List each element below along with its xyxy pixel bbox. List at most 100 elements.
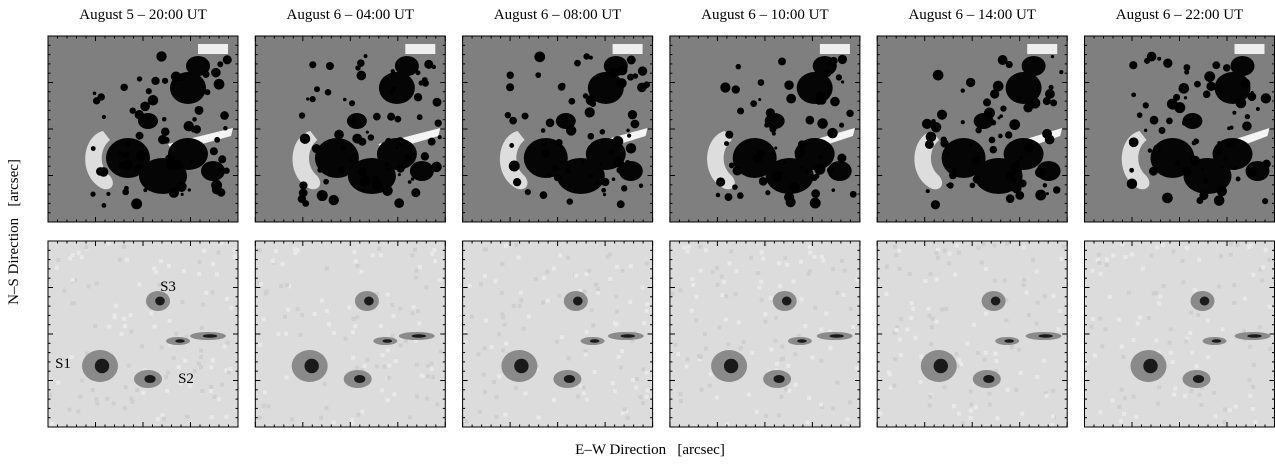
negative-fragment	[1045, 89, 1055, 99]
granulation	[776, 261, 781, 266]
negative-fragment	[1131, 92, 1137, 98]
granulation	[894, 328, 899, 333]
umbra	[364, 296, 374, 306]
negative-fragment	[367, 134, 375, 141]
continuum-panel	[47, 240, 239, 428]
granulation	[1147, 315, 1152, 320]
negative-fragment	[1050, 54, 1055, 59]
negative-fragment	[1220, 165, 1224, 169]
negative-fragment	[539, 191, 548, 199]
granulation	[1154, 290, 1159, 295]
negative-fragment	[588, 172, 593, 178]
granulation	[1247, 245, 1252, 250]
granulation	[694, 318, 699, 323]
granulation	[85, 351, 90, 356]
granulation	[181, 269, 186, 274]
granulation	[1111, 253, 1116, 258]
granulation	[733, 292, 738, 297]
granulation	[501, 315, 506, 320]
granulation	[95, 401, 100, 406]
granulation	[141, 390, 146, 395]
granulation	[331, 420, 336, 425]
granulation	[910, 306, 915, 311]
granulation	[107, 324, 112, 329]
negative-fragment	[771, 171, 782, 182]
negative-fragment	[512, 178, 522, 187]
granulation	[591, 323, 596, 328]
granulation	[1184, 339, 1189, 344]
granulation	[140, 344, 145, 349]
granulation	[759, 279, 764, 284]
negative-fragment	[1200, 167, 1205, 171]
granulation	[929, 325, 934, 330]
granulation	[1181, 280, 1186, 285]
granulation	[927, 403, 932, 408]
granulation	[355, 315, 360, 320]
granulation	[1242, 328, 1247, 333]
negative-fragment	[779, 170, 783, 174]
negative-fragment	[725, 130, 734, 139]
magnetogram-panel	[47, 35, 239, 223]
column-title: August 6 – 14:00 UT	[908, 7, 1036, 23]
negative-fragment	[328, 194, 339, 206]
granulation	[821, 258, 826, 263]
negative-fragment	[1148, 166, 1158, 176]
negative-fragment	[413, 93, 423, 102]
negative-fragment	[325, 61, 334, 71]
granulation	[393, 359, 398, 364]
granulation	[70, 301, 75, 306]
granulation	[54, 265, 59, 270]
granulation	[641, 401, 646, 406]
granulation	[622, 407, 627, 412]
negative-fragment	[416, 114, 423, 121]
granulation	[377, 246, 382, 251]
granulation	[192, 368, 197, 373]
granulation	[813, 305, 818, 310]
granulation	[839, 259, 844, 264]
granulation	[993, 351, 998, 356]
negative-fragment	[389, 90, 395, 96]
negative-fragment	[125, 141, 132, 147]
granulation	[551, 398, 556, 403]
column-title: August 6 – 22:00 UT	[1116, 7, 1244, 23]
negative-fragment	[134, 110, 144, 120]
positive-field	[499, 131, 528, 190]
granulation	[123, 385, 128, 390]
granulation	[1222, 419, 1227, 424]
negative-fragment	[217, 167, 223, 173]
granulation	[1190, 350, 1195, 355]
granulation	[717, 325, 722, 330]
negative-field	[1003, 138, 1044, 170]
negative-fragment	[1182, 166, 1192, 177]
granulation	[612, 320, 617, 325]
umbra	[514, 358, 529, 374]
negative-fragment	[504, 111, 512, 119]
granulation	[942, 385, 947, 390]
granulation	[820, 405, 825, 410]
negative-fragment	[724, 193, 733, 201]
granulation	[723, 317, 728, 322]
negative-fragment	[192, 117, 197, 122]
granulation	[1180, 258, 1185, 263]
granulation	[1160, 243, 1165, 248]
negative-fragment	[965, 77, 976, 88]
granulation	[1192, 287, 1197, 292]
negative-fragment	[218, 155, 227, 164]
granulation	[704, 248, 709, 253]
granulation	[615, 309, 620, 314]
negative-field	[1230, 56, 1255, 76]
negative-fragment	[1143, 128, 1148, 132]
granulation	[806, 271, 811, 276]
granulation	[232, 254, 237, 259]
negative-fragment	[637, 66, 648, 76]
negative-field	[378, 72, 415, 104]
granulation	[356, 412, 361, 417]
granulation	[518, 290, 523, 295]
granulation	[796, 333, 801, 338]
negative-fragment	[404, 153, 413, 162]
granulation	[960, 421, 965, 426]
granulation	[432, 248, 437, 253]
granulation	[909, 315, 914, 320]
granulation	[464, 419, 469, 424]
negative-fragment	[183, 120, 194, 132]
